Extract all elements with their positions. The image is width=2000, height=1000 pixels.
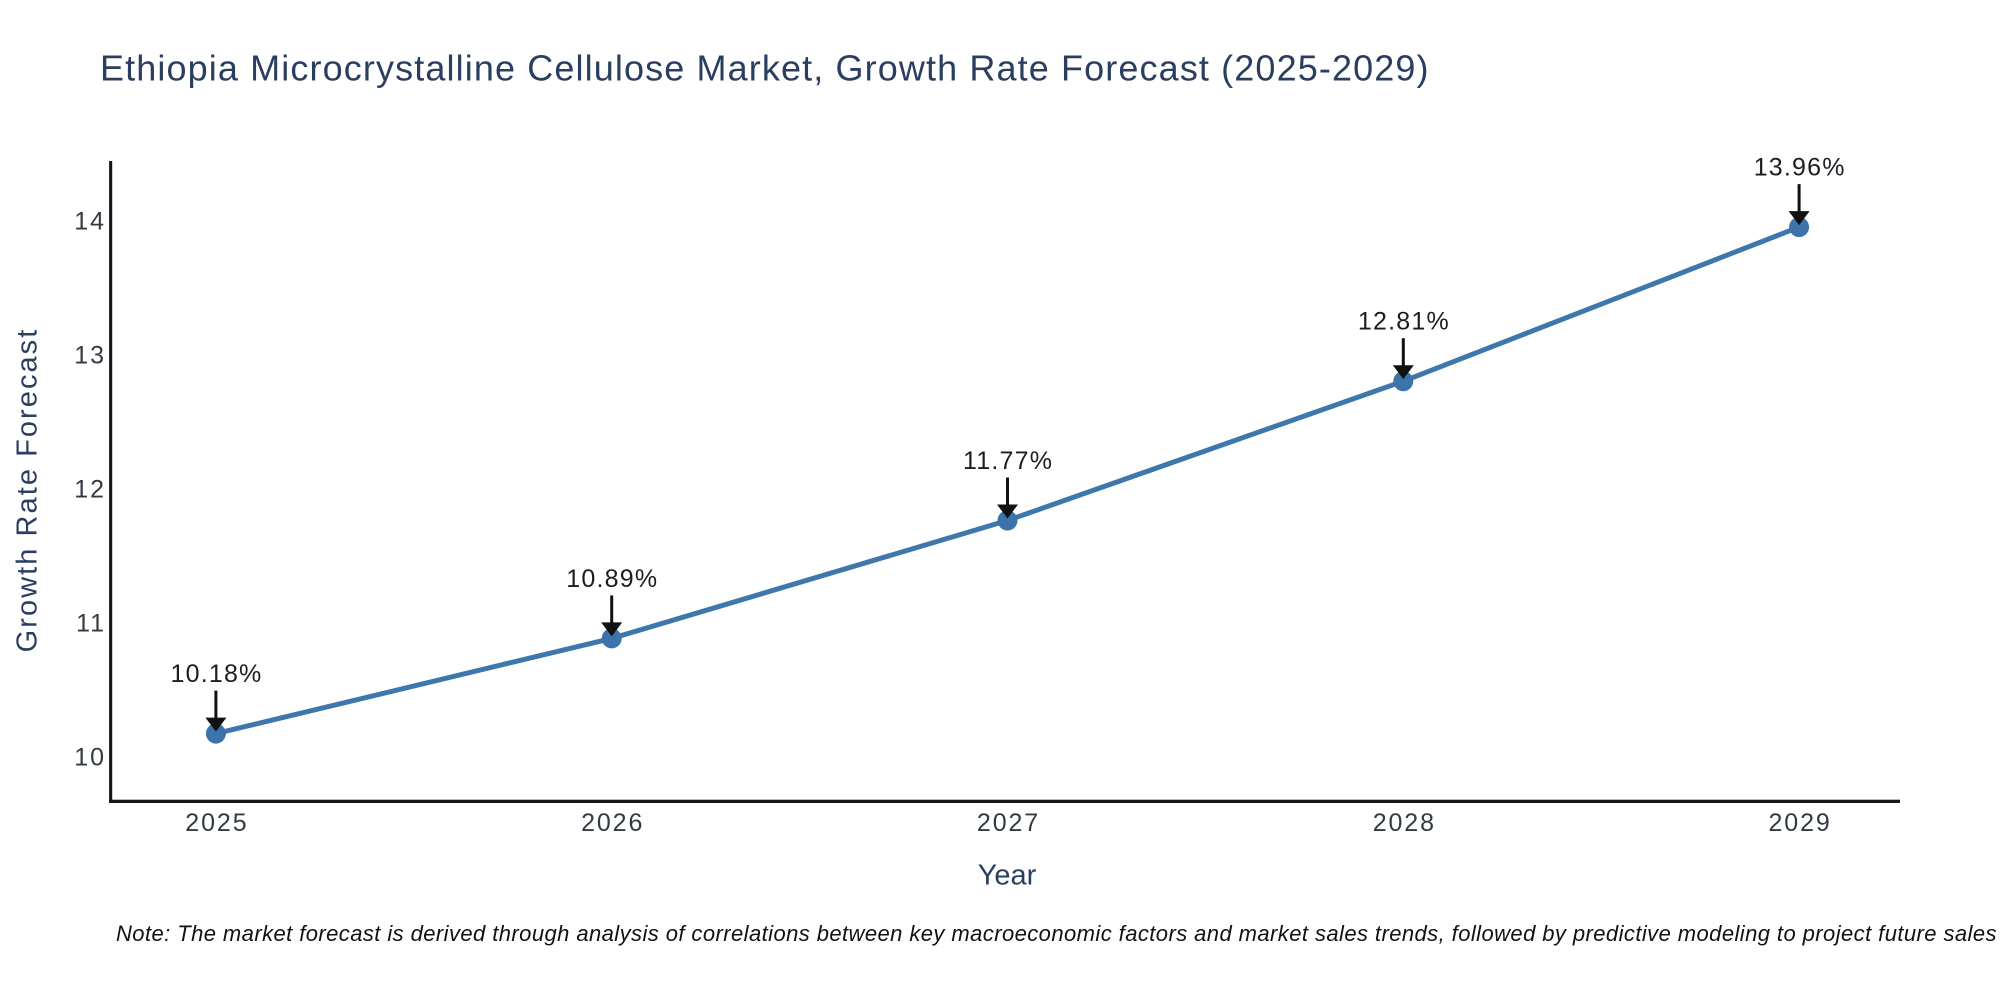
svg-text:Growth Rate Forecast: Growth Rate Forecast <box>12 328 44 653</box>
svg-text:11.77%: 11.77% <box>963 447 1053 475</box>
svg-text:12.81%: 12.81% <box>1358 308 1450 336</box>
svg-text:Note: The market forecast is d: Note: The market forecast is derived thr… <box>116 921 1997 946</box>
svg-text:10.89%: 10.89% <box>566 565 658 593</box>
svg-text:Ethiopia Microcrystalline Cell: Ethiopia Microcrystalline Cellulose Mark… <box>100 48 1430 89</box>
svg-text:14: 14 <box>74 208 106 236</box>
svg-text:2029: 2029 <box>1768 809 1831 837</box>
svg-text:11: 11 <box>76 610 106 638</box>
svg-text:12: 12 <box>74 476 106 504</box>
svg-text:10: 10 <box>74 744 106 772</box>
svg-text:13.96%: 13.96% <box>1754 154 1846 182</box>
svg-text:2027: 2027 <box>977 809 1040 837</box>
svg-text:10.18%: 10.18% <box>171 660 263 688</box>
svg-text:2025: 2025 <box>185 809 248 837</box>
svg-text:2026: 2026 <box>581 809 644 837</box>
svg-text:2028: 2028 <box>1373 809 1436 837</box>
svg-text:Year: Year <box>978 860 1037 892</box>
svg-text:13: 13 <box>74 342 106 370</box>
